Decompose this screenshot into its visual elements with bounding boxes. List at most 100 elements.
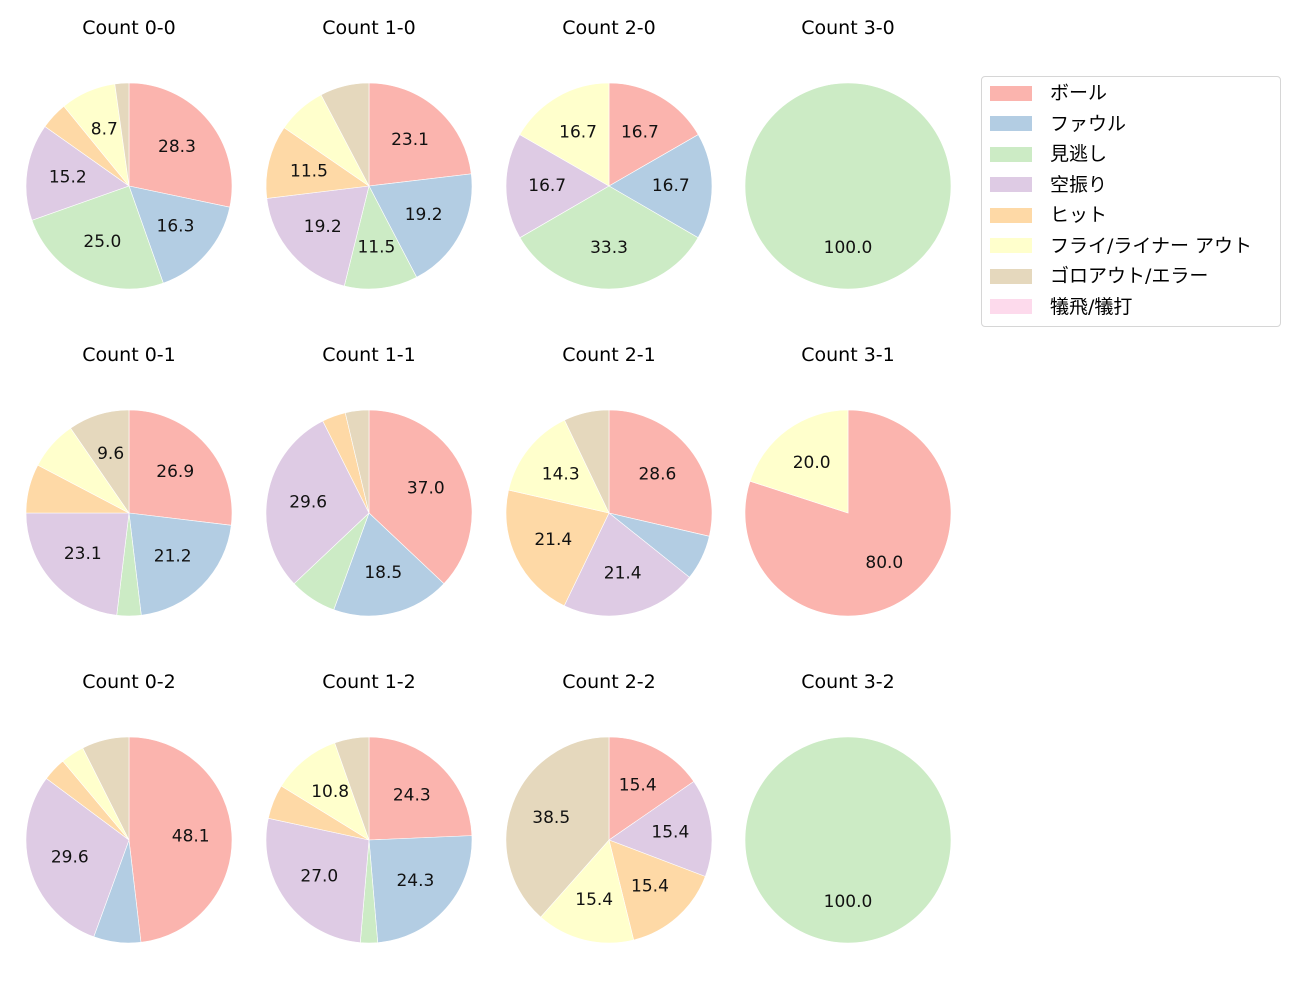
legend-label: ゴロアウト/エラー	[1050, 265, 1209, 287]
pie-chart-count-3-1: 80.0 20.0 Count 3-1	[728, 327, 968, 627]
pie-slice	[280, 742, 370, 841]
pie-slice	[320, 82, 370, 187]
pie-slice-label: 21.4	[604, 563, 642, 583]
pie-slice	[563, 512, 690, 617]
pie-slice-label: 33.3	[590, 238, 628, 258]
pie-slice	[608, 134, 713, 239]
pie-slice	[744, 82, 952, 290]
pie-slice	[519, 82, 610, 187]
pie-slice	[519, 185, 699, 290]
pie-slice-label: 37.0	[407, 479, 445, 499]
pie-slice	[608, 781, 713, 877]
legend-label: 空振り	[1050, 173, 1108, 196]
legend-label: ボール	[1050, 82, 1108, 104]
legend-item-called-strike: 見逃し	[990, 142, 1107, 166]
pie-chart-count-0-1: 26.9 21.2 23.1 9.6 Count 0-1	[9, 327, 249, 627]
pie-title: Count 0-1	[82, 344, 176, 366]
pie-slice-label: 80.0	[865, 553, 903, 573]
pie-slice	[343, 185, 418, 290]
pie-slice-label: 23.1	[64, 544, 102, 564]
pie-slice	[368, 835, 473, 943]
legend-item-swinging-strike: 空振り	[990, 173, 1107, 197]
pie-slice-label: 14.3	[542, 464, 580, 484]
pie-chart-count-1-0: 23.1 19.2 11.5 19.2 11.5 Count 1-0	[249, 0, 489, 300]
pie-slice	[128, 409, 233, 526]
pie-slice-label: 16.7	[559, 122, 597, 142]
legend-label: ファウル	[1050, 112, 1127, 135]
legend-item-hit: ヒット	[990, 203, 1107, 227]
pie-slice	[70, 409, 130, 514]
pie-graphic: 80.0 20.0	[744, 409, 952, 617]
pie-chart-count-2-2: 15.4 15.4 15.4 15.4 38.5 Count 2-2	[489, 654, 729, 954]
legend-swatch	[990, 207, 1032, 223]
pie-slice	[368, 409, 473, 585]
pie-slice	[82, 736, 130, 841]
pie-chart-count-0-2: 48.1 29.6 Count 0-2	[9, 654, 249, 954]
pie-slice	[25, 126, 130, 221]
pie-graphic: 15.4 15.4 15.4 15.4 38.5	[505, 736, 713, 944]
legend-swatch	[990, 268, 1032, 284]
pie-title: Count 3-2	[801, 671, 895, 693]
pie-slice-label: 26.9	[156, 462, 194, 482]
pie-chart-count-3-0: 100.0 Count 3-0	[728, 0, 968, 300]
legend-label: 犠飛/犠打	[1050, 295, 1133, 318]
legend-item-grounder-out-error: ゴロアウト/エラー	[990, 264, 1208, 288]
pie-title: Count 2-2	[562, 671, 656, 693]
pie-slice-label: 28.3	[158, 137, 196, 157]
pie-slice-label: 23.1	[391, 130, 429, 150]
pie-slice	[128, 185, 231, 284]
legend-label: フライ/ライナー アウト	[1050, 234, 1253, 257]
pie-slice-label: 21.2	[154, 547, 192, 567]
pie-slice-label: 21.4	[534, 530, 572, 550]
pie-title: Count 1-1	[322, 344, 416, 366]
pie-slice	[564, 409, 610, 514]
pie-chart-count-3-2: 100.0 Count 3-2	[728, 654, 968, 954]
pie-slice	[333, 512, 445, 617]
pie-slice-label: 19.2	[405, 205, 443, 225]
pie-slice	[344, 409, 370, 514]
pie-chart-count-1-2: 24.3 24.3 27.0 10.8 Count 1-2	[249, 654, 489, 954]
pie-slice	[114, 82, 130, 187]
legend-item-sacrifice: 犠飛/犠打	[990, 295, 1132, 319]
pie-title: Count 3-0	[801, 17, 895, 39]
legend-swatch	[990, 116, 1032, 131]
pie-slice-label: 15.4	[631, 876, 669, 896]
pie-slice	[128, 512, 232, 616]
pie-slice-label: 10.8	[311, 782, 349, 802]
pie-slice-label: 8.7	[91, 119, 118, 139]
pie-slice-label: 24.3	[393, 785, 431, 805]
pie-title: Count 0-2	[82, 671, 176, 693]
pie-slice-label: 100.0	[824, 238, 873, 258]
pie-slice-label: 100.0	[824, 892, 873, 912]
pie-slice	[608, 409, 713, 537]
pie-slice-label: 18.5	[364, 563, 402, 583]
pie-slice	[505, 489, 610, 607]
pie-title: Count 2-1	[562, 344, 656, 366]
pie-slice-label: 16.3	[157, 217, 195, 237]
pie-slice	[334, 736, 370, 841]
pie-slice	[749, 409, 849, 514]
pie-slice	[608, 82, 699, 187]
legend-label: ヒット	[1050, 204, 1108, 226]
pie-slice	[608, 736, 695, 841]
legend-swatch	[990, 146, 1032, 162]
pie-slice	[25, 778, 130, 938]
pie-slice-label: 20.0	[793, 453, 831, 473]
legend-label: 見逃し	[1050, 143, 1108, 165]
pie-slice	[505, 134, 610, 239]
pie-slice	[508, 419, 610, 514]
pie-slice	[744, 736, 952, 944]
pie-slice-label: 25.0	[83, 232, 121, 252]
pie-title: Count 3-1	[801, 344, 895, 366]
pie-slice-label: 28.6	[638, 465, 676, 485]
pie-slice	[744, 409, 952, 617]
legend-swatch	[990, 177, 1032, 192]
pie-chart-count-0-0: 28.3 16.3 25.0 15.2 8.7 Count 0-0	[9, 0, 249, 300]
pie-graphic: 16.7 16.7 33.3 16.7 16.7	[505, 82, 713, 290]
pie-title: Count 0-0	[82, 17, 176, 39]
pie-slice	[265, 420, 370, 585]
legend-item-fly-liner-out: フライ/ライナー アウト	[990, 234, 1252, 258]
pie-slice-label: 19.2	[304, 217, 342, 237]
pie-slice-label: 11.5	[357, 237, 395, 257]
pie-chart-count-2-0: 16.7 16.7 33.3 16.7 16.7 Count 2-0	[489, 0, 729, 300]
